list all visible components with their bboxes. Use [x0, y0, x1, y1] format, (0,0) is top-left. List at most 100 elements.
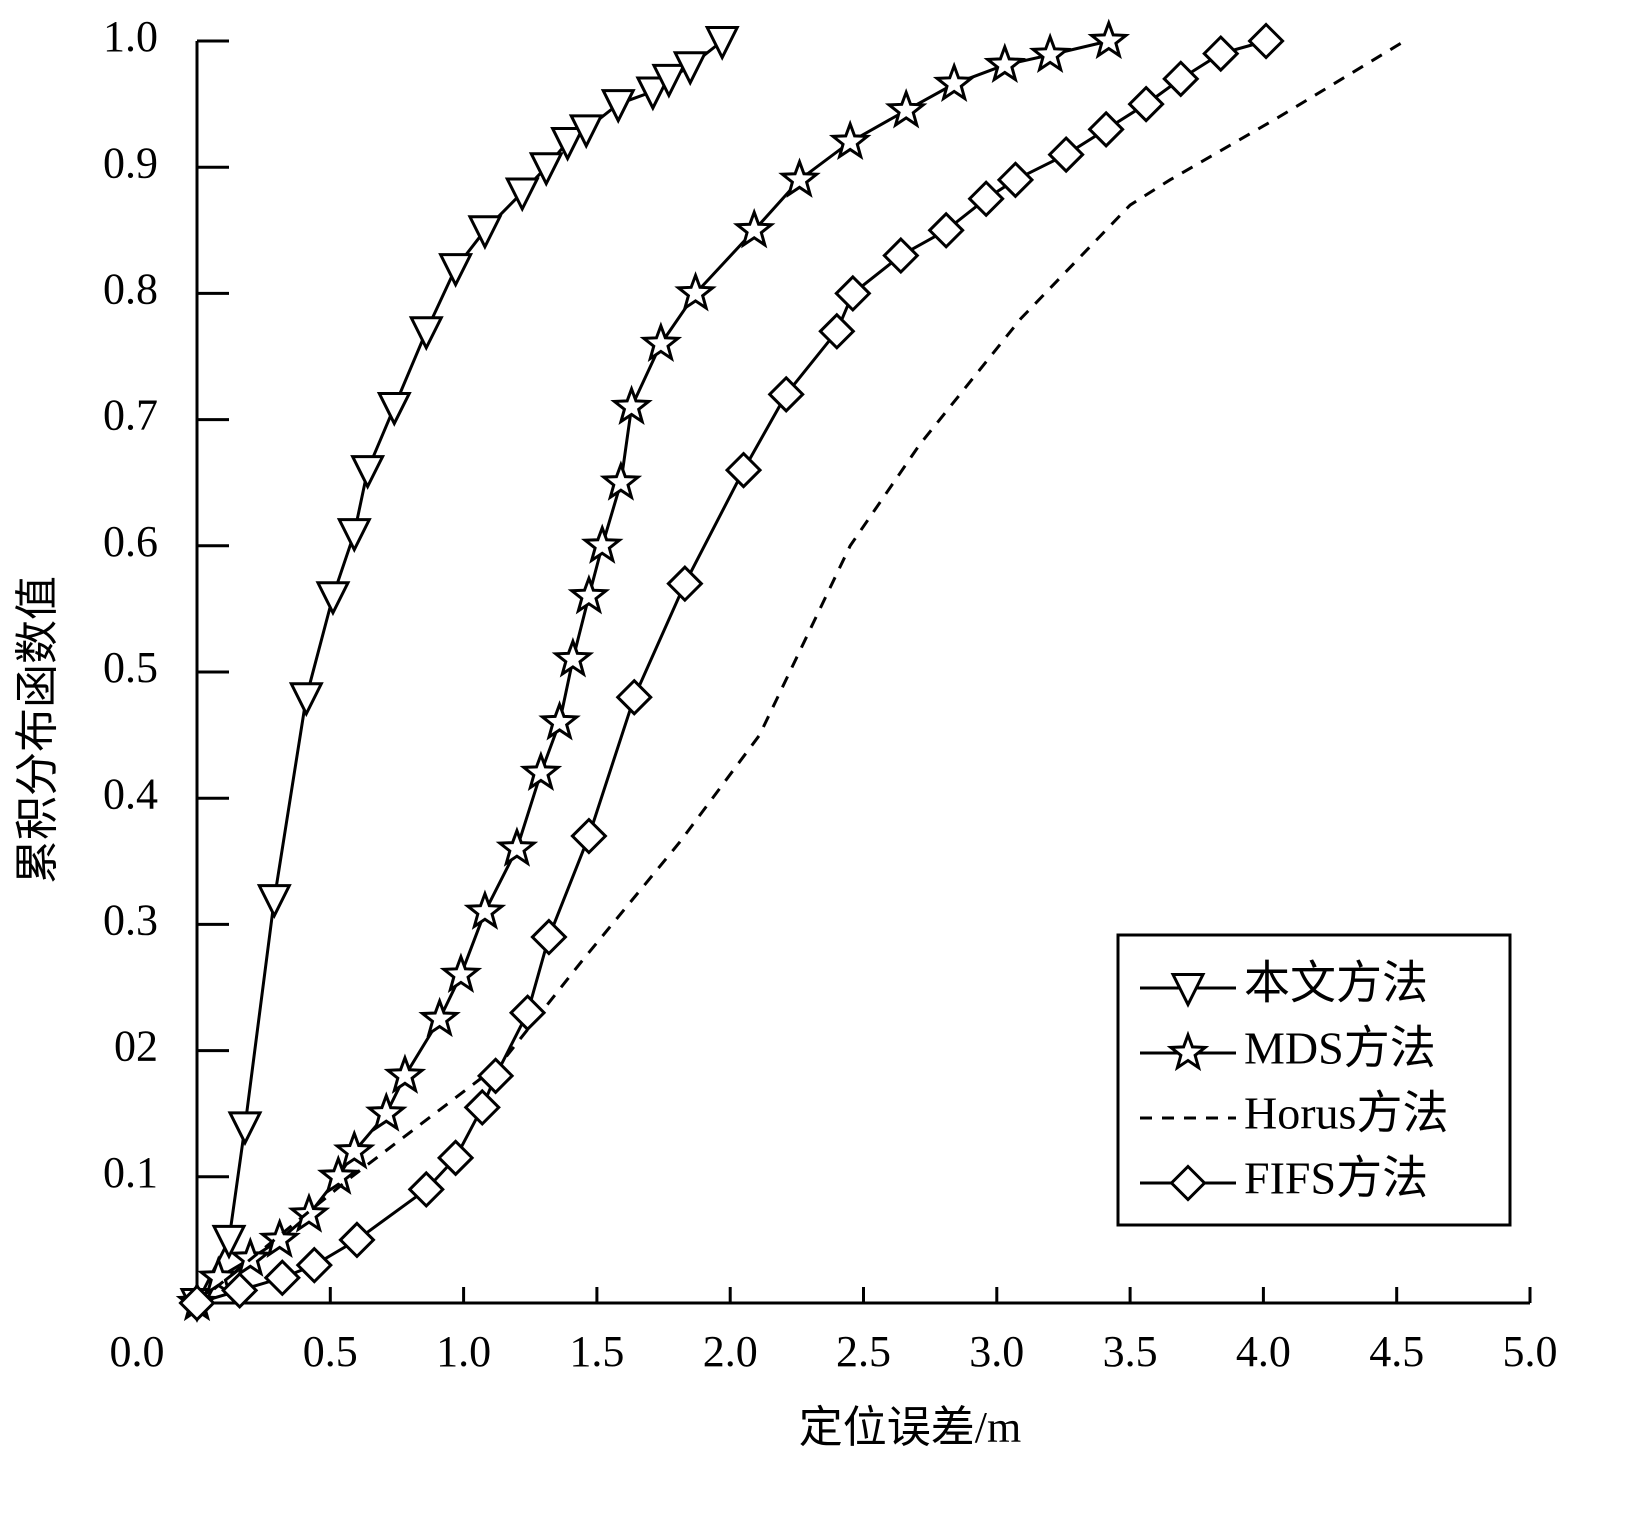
data-point	[1028, 32, 1072, 73]
y-tick-label: 0.4	[103, 769, 158, 818]
data-point	[767, 375, 805, 413]
data-point	[365, 1091, 408, 1132]
data-point	[570, 817, 608, 855]
y-tick-label: 0.6	[103, 517, 158, 566]
x-tick-label: 3.0	[969, 1327, 1024, 1376]
data-point	[288, 682, 324, 718]
data-point	[178, 1284, 216, 1322]
data-point	[828, 119, 872, 161]
data-point	[317, 1154, 360, 1195]
data-point	[834, 274, 872, 313]
y-tick-label: 0.9	[103, 138, 158, 187]
data-point	[550, 126, 586, 162]
x-tick-label: 2.0	[703, 1327, 758, 1376]
series-line	[196, 39, 1267, 1305]
data-point	[882, 236, 920, 275]
data-point	[724, 451, 763, 489]
data-point	[476, 1057, 515, 1095]
legend-label: MDS方法	[1244, 1023, 1436, 1074]
data-point	[407, 1170, 445, 1209]
data-point	[256, 884, 292, 920]
data-point	[508, 994, 547, 1032]
series-line	[196, 39, 1406, 1305]
legend-marker	[1166, 1030, 1210, 1072]
x-tick-label: 1.0	[436, 1327, 491, 1376]
legend-label: FIFS方法	[1244, 1153, 1428, 1204]
data-point	[927, 211, 965, 249]
data-point	[538, 700, 581, 741]
x-tick-label: 4.0	[1236, 1327, 1291, 1376]
data-point	[383, 1053, 427, 1094]
y-tick-label: 1.0	[103, 12, 158, 61]
data-point	[884, 88, 928, 129]
data-point	[672, 51, 708, 87]
data-point	[350, 455, 386, 490]
legend-label: 本文方法	[1244, 958, 1428, 1009]
data-point	[530, 918, 568, 956]
x-tick-label: 0.5	[303, 1327, 358, 1376]
data-point	[639, 321, 683, 362]
data-point	[463, 1088, 501, 1127]
y-tick-label: 02	[114, 1022, 158, 1071]
x-tick-label: 5.0	[1503, 1327, 1558, 1376]
data-point	[1047, 135, 1085, 174]
data-point	[818, 312, 856, 350]
data-point	[1087, 110, 1125, 148]
data-point	[1162, 60, 1200, 98]
data-point	[408, 316, 444, 352]
data-point	[666, 565, 704, 603]
data-point	[674, 271, 717, 312]
data-point	[333, 1129, 376, 1170]
data-point	[704, 26, 740, 61]
data-point	[967, 180, 1005, 218]
data-point	[1202, 34, 1240, 73]
series-line	[195, 39, 1110, 1304]
x-tick-label: 2.5	[836, 1327, 891, 1376]
data-point	[580, 523, 624, 564]
y-tick-label: 0.1	[103, 1148, 158, 1197]
x-axis-label: 定位误差/m	[799, 1403, 1021, 1452]
data-point	[635, 76, 671, 112]
x-tick-label: 0.0	[110, 1327, 165, 1376]
data-point	[467, 215, 503, 251]
y-tick-label: 0.7	[103, 391, 158, 440]
data-point	[338, 1221, 376, 1259]
data-point	[996, 161, 1035, 199]
data-point	[295, 1246, 333, 1284]
series-line	[195, 39, 724, 1304]
data-point	[600, 89, 636, 124]
data-point	[227, 1111, 263, 1147]
data-point	[258, 1217, 301, 1258]
data-point	[315, 581, 351, 617]
data-point	[599, 460, 643, 501]
data-point	[263, 1259, 301, 1297]
data-point	[1127, 85, 1165, 123]
data-point	[376, 391, 412, 427]
data-point	[418, 996, 461, 1038]
data-point	[610, 384, 653, 426]
data-point	[211, 1224, 247, 1260]
data-point	[504, 177, 540, 213]
y-tick-label: 0.5	[103, 643, 158, 692]
data-point	[438, 253, 474, 289]
data-point	[436, 1139, 475, 1177]
data-point	[615, 678, 653, 716]
data-point	[463, 889, 507, 930]
data-point	[651, 63, 687, 99]
data-point	[1247, 22, 1285, 60]
data-point	[932, 61, 976, 102]
data-point	[568, 114, 604, 150]
legend-label: Horus方法	[1244, 1088, 1448, 1139]
y-tick-label: 0.8	[103, 264, 158, 313]
data-point	[495, 826, 539, 867]
data-point	[528, 152, 564, 188]
data-point	[229, 1236, 272, 1277]
data-point	[221, 1271, 259, 1310]
data-point	[732, 207, 776, 249]
y-axis-label: 累积分布函数值	[13, 576, 62, 884]
data-point	[983, 42, 1027, 84]
data-point	[567, 573, 611, 615]
data-point	[1087, 18, 1131, 60]
legend-marker	[1169, 1164, 1207, 1202]
